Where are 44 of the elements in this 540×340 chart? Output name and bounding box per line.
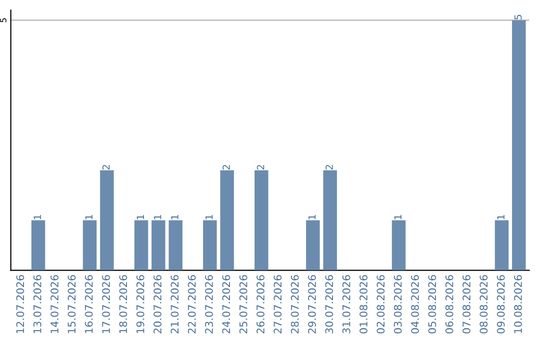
x-tick-label: 15.07.2026 [68,275,76,333]
x-tick-label: 07.08.2026 [462,275,470,334]
x-tick-label: 27.07.2026 [274,275,282,334]
data-label: 1 [34,214,41,220]
x-tick-label: 29.07.2026 [308,275,316,334]
data-label: 2 [102,165,110,170]
x-tick-label: 02.08.2026 [376,275,385,334]
x-tick-label: 17.07.2026 [102,275,110,333]
data-label: 1 [154,214,162,220]
x-tick-label: 24.07.2026 [222,275,230,334]
data-label: 1 [394,214,402,220]
x-tick-label: 31.07.2026 [342,275,350,334]
data-label: 1 [206,214,213,220]
x-tick-label: 25.07.2026 [239,275,248,334]
x-tick-label: 30.07.2026 [325,275,334,334]
x-tick-label: 21.07.2026 [170,275,179,334]
x-tick-label: 03.08.2026 [394,275,402,334]
x-tick-label: 01.08.2026 [360,275,368,334]
x-tick-label: 08.08.2026 [480,275,488,334]
data-label: 1 [308,214,316,220]
x-tick-label: 04.08.2026 [411,275,419,334]
x-tick-label: 06.08.2026 [445,275,454,334]
x-tick-label: 14.07.2026 [50,275,58,333]
data-label: 1 [85,214,92,220]
x-tick-label: 16.07.2026 [84,275,93,333]
data-label: 2 [222,165,230,170]
x-tick-label: 10.08.2026 [514,275,522,333]
x-tick-label: 09.08.2026 [496,275,505,334]
x-tick-label: 28.07.2026 [290,275,299,334]
data-label: 5 [514,14,522,20]
data-label: 1 [171,214,178,220]
x-tick-label: 23.07.2026 [205,275,213,334]
data-label: 1 [136,214,144,220]
x-tick-label: 20.07.2026 [154,275,162,334]
data-label: 2 [256,165,264,170]
x-tick-label: 22.07.2026 [188,275,196,334]
data-label: 1 [497,214,504,220]
data-label: 2 [326,165,333,170]
x-tick-label: 18.07.2026 [119,275,128,333]
x-tick-label: 13.07.2026 [33,275,42,333]
x-tick-label: 12.07.2026 [16,275,24,333]
x-tick-label: 26.07.2026 [256,275,264,334]
x-tick-label: 05.08.2026 [428,275,436,334]
x-tick-label: 19.07.2026 [136,275,144,333]
